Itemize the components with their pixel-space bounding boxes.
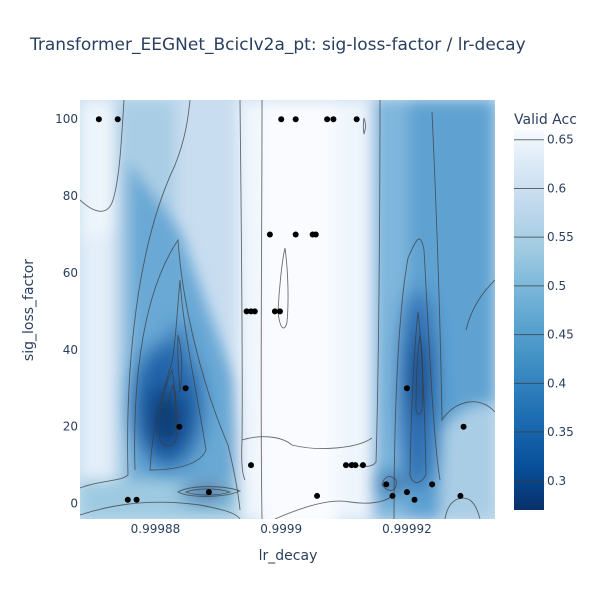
contour-line (149, 279, 207, 471)
x-tick-label: 0.9999 (260, 522, 302, 536)
contour-line (260, 100, 263, 519)
contour-line (241, 436, 373, 449)
data-point (324, 116, 331, 123)
plot-area (80, 100, 495, 519)
data-point (276, 308, 283, 315)
contour-line (277, 247, 289, 329)
data-point (460, 423, 467, 430)
data-point (330, 116, 337, 123)
contour-line (80, 501, 241, 519)
contour-line (80, 100, 125, 212)
contour-line (393, 238, 441, 519)
data-point (251, 308, 258, 315)
data-point (182, 385, 189, 392)
y-tick-label: 100 (55, 112, 78, 126)
fill-upper-left-corner (80, 100, 125, 240)
data-point (124, 496, 131, 503)
contour-line (134, 238, 241, 511)
colorbar-tick-label: 0.65 (547, 133, 574, 147)
contour-line (444, 497, 481, 519)
data-point (314, 492, 321, 499)
contour-line (184, 488, 232, 496)
contour-line (362, 117, 366, 135)
contour-line (177, 486, 242, 497)
y-axis-title: sig_loss_factor (21, 259, 37, 361)
contour-line (159, 368, 178, 447)
data-point (266, 231, 273, 238)
contour-line (274, 495, 393, 519)
colorbar-tick-label: 0.55 (547, 230, 574, 244)
data-point (389, 492, 396, 499)
y-tick-label: 80 (63, 189, 78, 203)
colorbar-tick-label: 0.45 (547, 328, 574, 342)
data-point (359, 462, 366, 469)
data-point (429, 481, 436, 488)
y-tick-label: 20 (63, 420, 78, 434)
data-point (176, 423, 183, 430)
colorbar-title: Valid Acc (514, 112, 577, 128)
data-point (352, 462, 359, 469)
colorbar-tick-label: 0.5 (547, 279, 566, 293)
data-point (133, 496, 140, 503)
contour-line (431, 111, 495, 422)
contour-line (415, 334, 424, 415)
y-axis: 0 20 40 60 80 100 (55, 112, 78, 510)
x-tick-label: 0.99988 (131, 522, 181, 536)
x-axis: 0.99988 0.9999 0.99992 (131, 522, 432, 536)
data-point (205, 489, 212, 496)
data-points (95, 116, 467, 503)
data-point (95, 116, 102, 123)
colorbar-ticks: 0.3 0.35 0.4 0.45 0.5 0.55 0.6 0.65 (514, 133, 574, 488)
y-tick-label: 60 (63, 266, 78, 280)
data-point (278, 116, 285, 123)
contour-line (165, 383, 176, 436)
data-point (353, 116, 360, 123)
data-point (383, 481, 390, 488)
data-point (292, 231, 299, 238)
data-point (292, 116, 299, 123)
data-point (342, 462, 349, 469)
colorbar-tick-label: 0.3 (547, 474, 566, 488)
y-tick-label: 40 (63, 343, 78, 357)
x-axis-title: lr_decay (259, 548, 318, 564)
x-tick-label: 0.99992 (382, 522, 432, 536)
contour-line (465, 279, 495, 331)
contour-line (381, 476, 397, 491)
data-point (312, 231, 319, 238)
contour-line (80, 100, 191, 489)
contour-line (239, 100, 246, 481)
y-tick-label: 0 (70, 497, 78, 511)
contour-lines (80, 100, 495, 519)
data-point (248, 462, 255, 469)
colorbar (514, 130, 544, 510)
data-point (243, 308, 250, 315)
fill-center-white-core (262, 100, 337, 519)
contour-line (177, 334, 183, 393)
data-point (411, 496, 418, 503)
contour-line (351, 100, 381, 467)
colorbar-tick-label: 0.35 (547, 425, 574, 439)
data-point (403, 489, 410, 496)
data-point (403, 385, 410, 392)
data-point (457, 492, 464, 499)
data-point (271, 308, 278, 315)
colorbar-tick-label: 0.6 (547, 181, 566, 195)
colorbar-tick-label: 0.4 (547, 376, 566, 390)
data-point (114, 116, 121, 123)
fill-lower-right-light (440, 403, 495, 519)
chart-title: Transformer_EEGNet_BcicIv2a_pt: sig-loss… (29, 35, 526, 55)
